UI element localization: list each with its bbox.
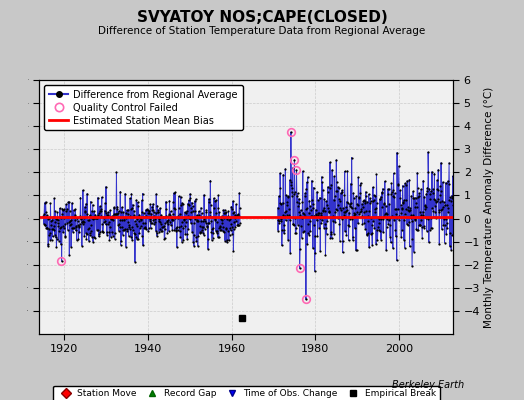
Text: Berkeley Earth: Berkeley Earth bbox=[391, 380, 464, 390]
Text: SVYATOY NOS;CAPE(CLOSED): SVYATOY NOS;CAPE(CLOSED) bbox=[137, 10, 387, 25]
Legend: Station Move, Record Gap, Time of Obs. Change, Empirical Break: Station Move, Record Gap, Time of Obs. C… bbox=[53, 386, 440, 400]
Y-axis label: Monthly Temperature Anomaly Difference (°C): Monthly Temperature Anomaly Difference (… bbox=[484, 86, 494, 328]
Text: Difference of Station Temperature Data from Regional Average: Difference of Station Temperature Data f… bbox=[99, 26, 425, 36]
